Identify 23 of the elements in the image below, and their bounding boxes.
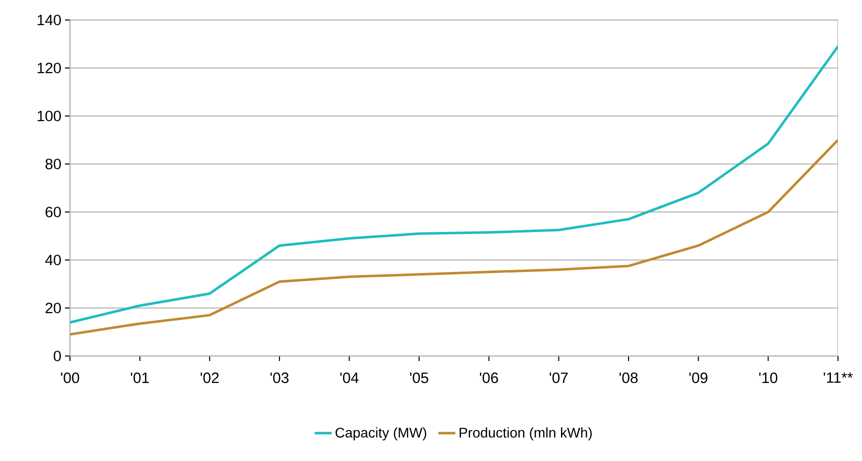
x-tick-label: '05: [410, 372, 428, 384]
x-tick-label: '02: [200, 372, 219, 384]
x-tick-label: '01: [130, 372, 149, 384]
y-tick-label: 120: [38, 62, 61, 74]
x-tick-label: '09: [689, 372, 708, 384]
x-tick-label: '07: [550, 372, 568, 384]
x-tick-label: '00: [61, 372, 80, 384]
y-tick-label: 20: [46, 302, 61, 314]
x-tick-label: '11**: [824, 372, 853, 383]
legend-label: Production (mln kWh): [460, 427, 592, 440]
x-tick-label: '10: [759, 372, 778, 384]
y-tick-label: 80: [46, 158, 61, 170]
x-tick-label: '03: [270, 372, 289, 384]
x-tick-label: '06: [480, 372, 498, 384]
x-tick-label: '04: [340, 372, 359, 384]
line-series: [70, 45, 838, 324]
y-tick-label: 140: [38, 14, 61, 26]
y-tick-label: 100: [38, 110, 61, 122]
legend-label: Capacity (MW): [336, 427, 426, 440]
y-tick-label: 40: [45, 254, 61, 266]
x-tick-label: '08: [620, 372, 638, 384]
y-tick-label: 60: [46, 206, 61, 218]
y-tick-label: 0: [54, 350, 61, 362]
